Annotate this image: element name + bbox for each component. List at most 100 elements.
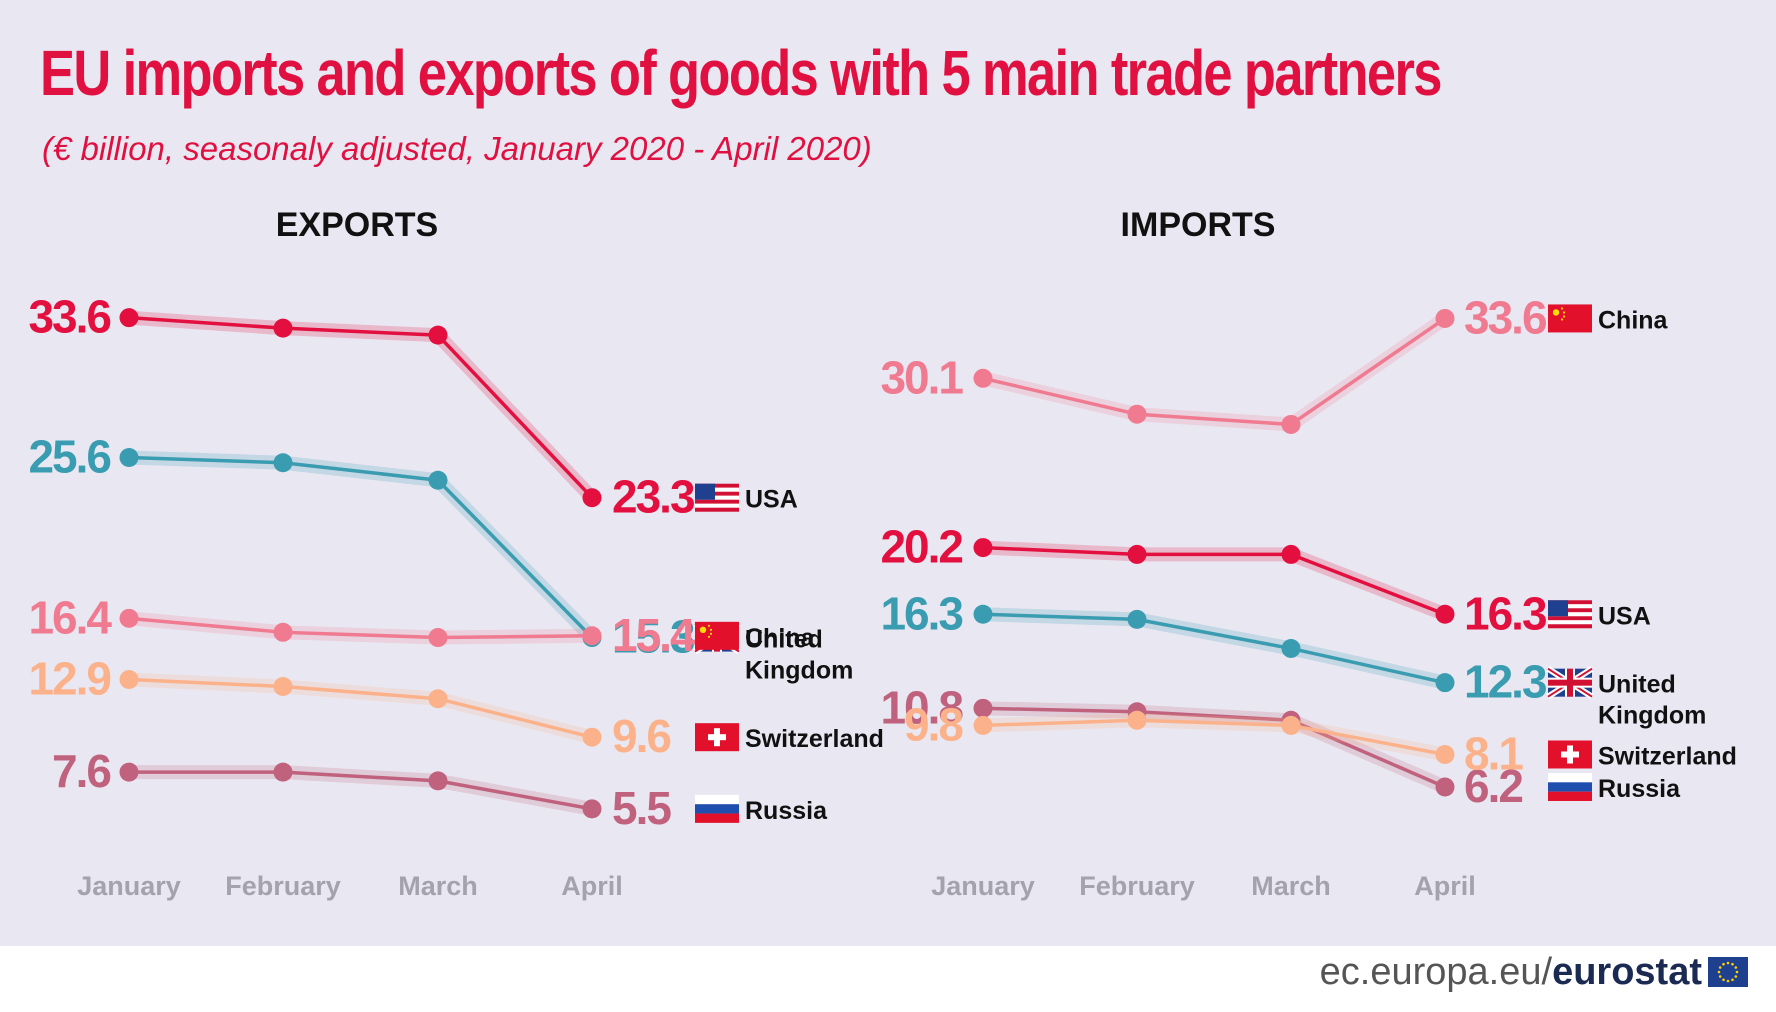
page-subtitle: (€ billion, seasonaly adjusted, January … xyxy=(42,130,872,167)
eu-flag-icon xyxy=(1708,957,1748,987)
imports-x-tick-label: March xyxy=(1251,871,1331,901)
exports-start-value-label: 16.4 xyxy=(28,591,112,643)
imports-end-value-label: 16.3 xyxy=(1464,587,1546,639)
exports-legend-label: USA xyxy=(745,486,798,514)
exports-data-point xyxy=(273,318,293,338)
exports-series-line xyxy=(127,616,594,640)
imports-legend-label: China xyxy=(1598,306,1669,334)
imports-start-value-label: 16.3 xyxy=(880,587,962,639)
imports-data-point xyxy=(1281,414,1301,434)
exports-x-tick-label: April xyxy=(561,871,623,901)
exports-end-value-label: 9.6 xyxy=(612,710,670,762)
exports-data-point xyxy=(273,622,293,642)
imports-legend-label: United Kingdom xyxy=(1598,671,1706,730)
imports-series-line xyxy=(981,545,1447,617)
exports-start-value-label: 33.6 xyxy=(28,291,110,343)
exports-series-usa: 33.6 23.3 USA xyxy=(28,291,797,523)
exports-series-russia: 7.6 5.5 Russia xyxy=(52,745,828,834)
exports-data-point xyxy=(582,799,602,819)
exports-data-point xyxy=(119,608,139,628)
exports-legend-label: Russia xyxy=(745,797,828,825)
exports-chart: EXPORTS January February March April 33.6 23.3… xyxy=(28,206,883,901)
page-title: EU imports and exports of goods with 5 m… xyxy=(40,37,1442,109)
imports-data-point xyxy=(1127,544,1147,564)
exports-series-halo xyxy=(122,450,599,645)
imports-chart: IMPORTS January February March April 30.1 33.6… xyxy=(880,206,1736,901)
exports-start-value-label: 7.6 xyxy=(52,745,110,797)
exports-start-value-label: 12.9 xyxy=(28,653,110,705)
exports-data-point xyxy=(119,670,139,690)
exports-data-point xyxy=(273,677,293,696)
imports-legend-label: Switzerland xyxy=(1598,742,1737,770)
imports-series-line xyxy=(981,706,1447,789)
imports-x-tick-label: January xyxy=(931,871,1035,901)
imports-series-russia: 10.8 6.2 Russia xyxy=(880,681,1681,812)
imports-legend-label: USA xyxy=(1598,602,1651,630)
imports-series-switzerland: 9.8 8.1 Switzerland xyxy=(904,698,1737,779)
russia-flag-icon xyxy=(1548,772,1592,801)
footer-brand: eurostat xyxy=(1552,950,1702,993)
imports-end-value-label: 33.6 xyxy=(1464,291,1546,343)
imports-series-line xyxy=(981,612,1447,685)
charts-svg: EXPORTS January February March April 33.6 23.3… xyxy=(28,206,1736,901)
imports-start-value-label: 10.8 xyxy=(880,681,963,733)
imports-series-china: 30.1 33.6 China xyxy=(880,291,1669,434)
exports-data-point xyxy=(582,626,602,646)
usa-flag-icon xyxy=(695,483,739,512)
imports-data-point xyxy=(1435,604,1455,624)
russia-flag-icon xyxy=(695,794,739,823)
imports-series-usa: 20.2 16.3 USA xyxy=(880,521,1650,640)
chart-panel xyxy=(0,0,1776,946)
imports-data-point xyxy=(973,604,993,624)
imports-data-point xyxy=(1281,544,1301,564)
exports-legend-label: United Kingdom xyxy=(745,626,853,685)
exports-series-line xyxy=(127,770,594,811)
exports-data-point xyxy=(428,628,448,648)
imports-data-point xyxy=(1127,710,1147,730)
exports-end-value-label: 23.3 xyxy=(612,471,694,523)
exports-start-value-label: 25.6 xyxy=(28,431,110,483)
exports-data-point xyxy=(428,470,448,490)
exports-legend-label: China xyxy=(745,624,816,652)
imports-legend-label: Russia xyxy=(1598,775,1681,803)
imports-series-halo xyxy=(976,607,1452,690)
exports-data-point xyxy=(119,762,139,782)
footer-site: ec.europa.eu/ xyxy=(1319,950,1553,993)
usa-flag-icon xyxy=(1548,600,1592,629)
exports-x-tick-label: January xyxy=(77,871,181,901)
exports-series-united-kingdom: 25.6 15.3 United Kingdom xyxy=(28,431,853,685)
imports-data-point xyxy=(1435,308,1455,328)
exports-x-tick-label: March xyxy=(398,871,478,901)
china-flag-icon xyxy=(1548,304,1592,333)
uk-flag-icon xyxy=(1546,666,1594,700)
footer[interactable]: ec.europa.eu/ eurostat xyxy=(1320,944,1748,1000)
imports-series-united-kingdom: 16.3 12.3 United Kingdom xyxy=(880,587,1706,729)
imports-series-line xyxy=(981,316,1447,427)
exports-legend-label: Switzerland xyxy=(745,725,884,753)
imports-data-point xyxy=(973,368,993,388)
imports-data-point xyxy=(1435,673,1455,693)
imports-start-value-label: 30.1 xyxy=(880,351,963,403)
imports-start-value-label: 9.8 xyxy=(904,698,963,750)
exports-end-value-label: 5.5 xyxy=(612,782,671,834)
exports-end-value-label: 15.3 xyxy=(612,611,694,663)
imports-data-point xyxy=(973,538,993,558)
exports-series-switzerland: 12.9 9.6 Switzerland xyxy=(28,653,883,763)
imports-data-point xyxy=(973,698,993,718)
switzerland-flag-icon xyxy=(695,723,739,752)
imports-data-point xyxy=(973,715,993,735)
exports-end-value-label: 15.4 xyxy=(612,609,696,661)
exports-series-line xyxy=(127,315,594,500)
imports-title: IMPORTS xyxy=(1121,206,1276,244)
imports-series-halo xyxy=(976,540,1452,622)
exports-data-point xyxy=(119,308,139,328)
exports-series-line xyxy=(127,455,594,640)
exports-series-halo xyxy=(122,672,599,745)
exports-data-point xyxy=(428,325,448,345)
imports-end-value-label: 12.3 xyxy=(1464,656,1546,708)
imports-data-point xyxy=(1435,744,1455,764)
exports-data-point xyxy=(273,762,293,782)
imports-x-tick-label: April xyxy=(1414,871,1476,901)
imports-start-value-label: 20.2 xyxy=(880,521,962,573)
